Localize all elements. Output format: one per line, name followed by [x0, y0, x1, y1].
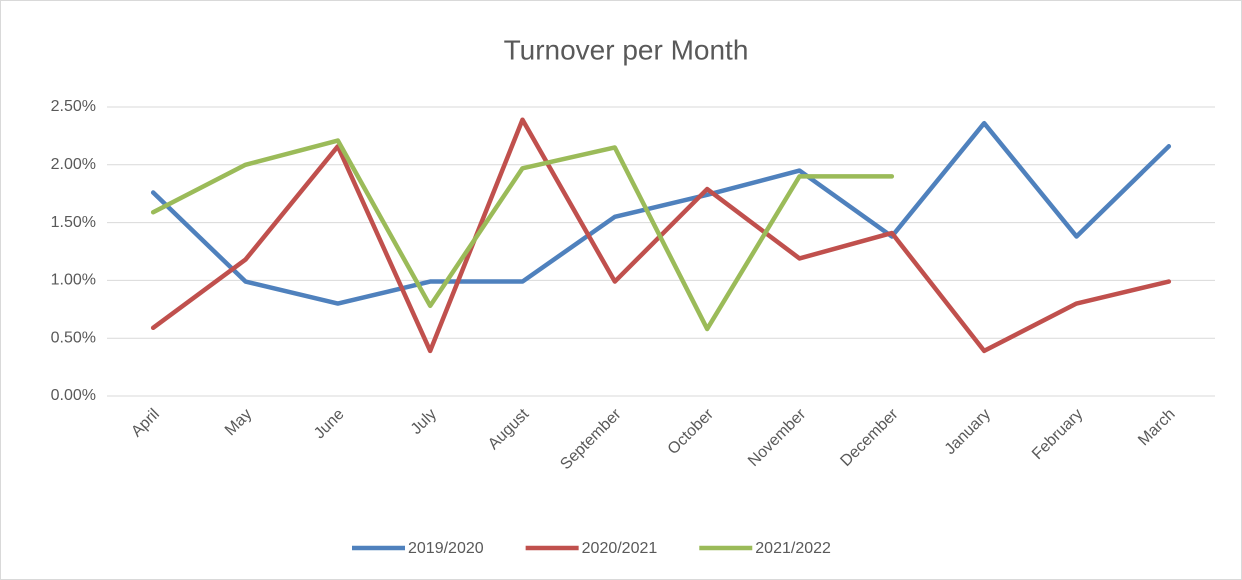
y-tick-label: 0.00%: [51, 387, 96, 404]
y-tick-label: 0.50%: [51, 329, 96, 346]
legend-label: 2021/2022: [755, 540, 831, 557]
y-tick-label: 2.50%: [51, 98, 96, 115]
legend-label: 2020/2021: [582, 540, 658, 557]
chart-title: Turnover per Month: [504, 34, 749, 65]
legend-label: 2019/2020: [408, 540, 484, 557]
y-tick-label: 2.00%: [51, 156, 96, 173]
y-tick-label: 1.00%: [51, 272, 96, 289]
series-line: [150, 138, 895, 332]
y-tick-label: 1.50%: [51, 214, 96, 231]
series-line: [150, 120, 1172, 306]
